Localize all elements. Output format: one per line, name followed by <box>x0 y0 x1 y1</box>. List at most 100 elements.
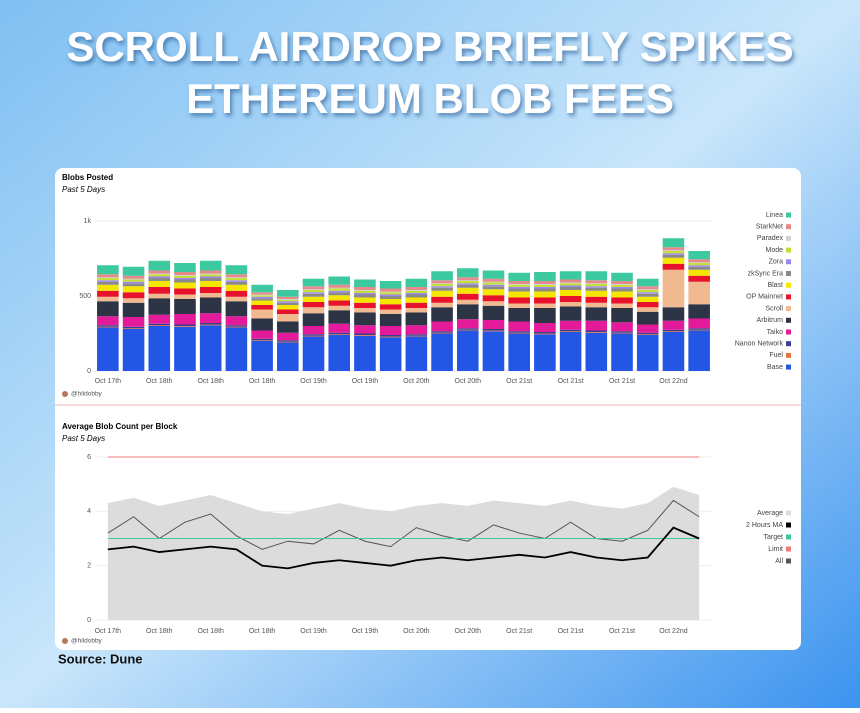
x-tick-label: Oct 18th <box>249 628 276 635</box>
legend-label: Limit <box>768 546 783 553</box>
bar-segment <box>508 321 530 332</box>
bar-segment <box>688 328 710 330</box>
bar-segment <box>405 334 428 336</box>
bar-segment <box>328 292 351 296</box>
bar-segment <box>148 314 171 324</box>
bar-segment <box>174 288 196 295</box>
bar-segment <box>482 289 505 296</box>
bar-segment <box>174 299 196 314</box>
bar-segment <box>354 302 376 308</box>
x-tick-label: Oct 19th <box>352 378 379 385</box>
bar-segment <box>611 297 633 304</box>
x-tick-label: Oct 21st <box>609 378 635 385</box>
bar-segment <box>251 296 273 299</box>
bar-segment <box>482 295 505 302</box>
bar-segment <box>328 276 351 285</box>
bar-segment <box>302 286 325 290</box>
bar-segment <box>122 328 145 329</box>
title-line: SCROLL AIRDROP BRIEFLY SPIKES <box>66 23 793 70</box>
bar-segment <box>508 331 530 333</box>
bar-segment <box>379 294 402 296</box>
bar-segment <box>122 286 145 293</box>
bar-segment <box>534 284 556 285</box>
legend-swatch <box>786 212 791 218</box>
bar-segment <box>636 307 659 312</box>
bar-segment <box>508 272 530 281</box>
bar-segment <box>688 281 710 305</box>
bar-segment <box>456 287 479 294</box>
bar-segment <box>585 302 608 308</box>
bar-segment <box>585 287 608 291</box>
bar-segment <box>174 275 196 278</box>
legend-swatch <box>786 534 791 540</box>
bar-segment <box>405 290 428 291</box>
bar-segment <box>354 279 376 287</box>
bar-segment <box>482 278 505 282</box>
bar-segment <box>302 289 325 290</box>
bar-segment <box>122 283 145 287</box>
x-tick-label: Oct 22nd <box>659 378 688 385</box>
bar-segment <box>688 329 710 331</box>
bar-segment <box>174 278 196 280</box>
bar-segment <box>148 270 171 274</box>
legend-label: Base <box>767 364 783 371</box>
bar-segment <box>122 298 145 303</box>
bar-segment <box>97 301 119 317</box>
bar-segment <box>225 316 248 326</box>
bar-segment <box>251 340 273 341</box>
bar-segment <box>379 281 402 289</box>
bar-segment <box>379 299 402 305</box>
bar-segment <box>174 326 196 327</box>
bar-segment <box>405 278 428 287</box>
bar-segment <box>585 283 608 284</box>
bar-segment <box>636 324 659 333</box>
bar-segment <box>636 289 659 290</box>
bar-segment <box>482 331 505 371</box>
bar-segment <box>688 304 710 319</box>
legend-label: Fuel <box>769 352 783 359</box>
bar-segment <box>122 317 145 327</box>
credit: @hildobby <box>71 391 103 398</box>
bar-segment <box>431 331 453 333</box>
bar-segment <box>97 280 119 282</box>
bar-segment <box>174 314 196 325</box>
bar-segment <box>688 269 710 276</box>
bar-segment <box>456 283 479 285</box>
legend-swatch <box>786 317 791 323</box>
bar-segment <box>277 299 299 300</box>
bar-segment <box>251 292 273 295</box>
bar-segment <box>482 270 505 279</box>
bar-segment <box>328 290 351 293</box>
bar-segment <box>251 318 273 331</box>
bar-segment <box>431 290 453 297</box>
x-tick-label: Oct 19th <box>300 378 327 385</box>
bar-segment <box>97 281 119 285</box>
bar-segment <box>199 273 222 275</box>
bar-segment <box>662 332 685 371</box>
legend-swatch <box>786 510 791 516</box>
bar-segment <box>405 294 428 298</box>
bar-segment <box>688 251 710 260</box>
chart-title: Blobs Posted <box>62 173 113 182</box>
bar-segment <box>277 299 299 302</box>
legend-swatch <box>786 235 791 241</box>
bar-segment <box>251 298 273 301</box>
bar-segment <box>379 292 402 295</box>
bar-segment <box>122 275 145 279</box>
bar-segment <box>585 320 608 331</box>
bar-segment <box>534 333 556 335</box>
bar-segment <box>662 257 685 264</box>
chart-subtitle: Past 5 Days <box>62 185 105 194</box>
bar-segment <box>174 272 196 275</box>
bar-segment <box>405 308 428 313</box>
legend-label: Blast <box>767 282 783 289</box>
bar-segment <box>585 296 608 303</box>
source: Source: Dune <box>58 651 143 666</box>
bar-segment <box>482 330 505 332</box>
bar-segment <box>148 287 171 294</box>
bar-segment <box>662 269 685 308</box>
bar-segment <box>379 291 402 293</box>
bar-segment <box>431 286 453 288</box>
bar-segment <box>251 309 273 319</box>
bar-segment <box>405 302 428 308</box>
